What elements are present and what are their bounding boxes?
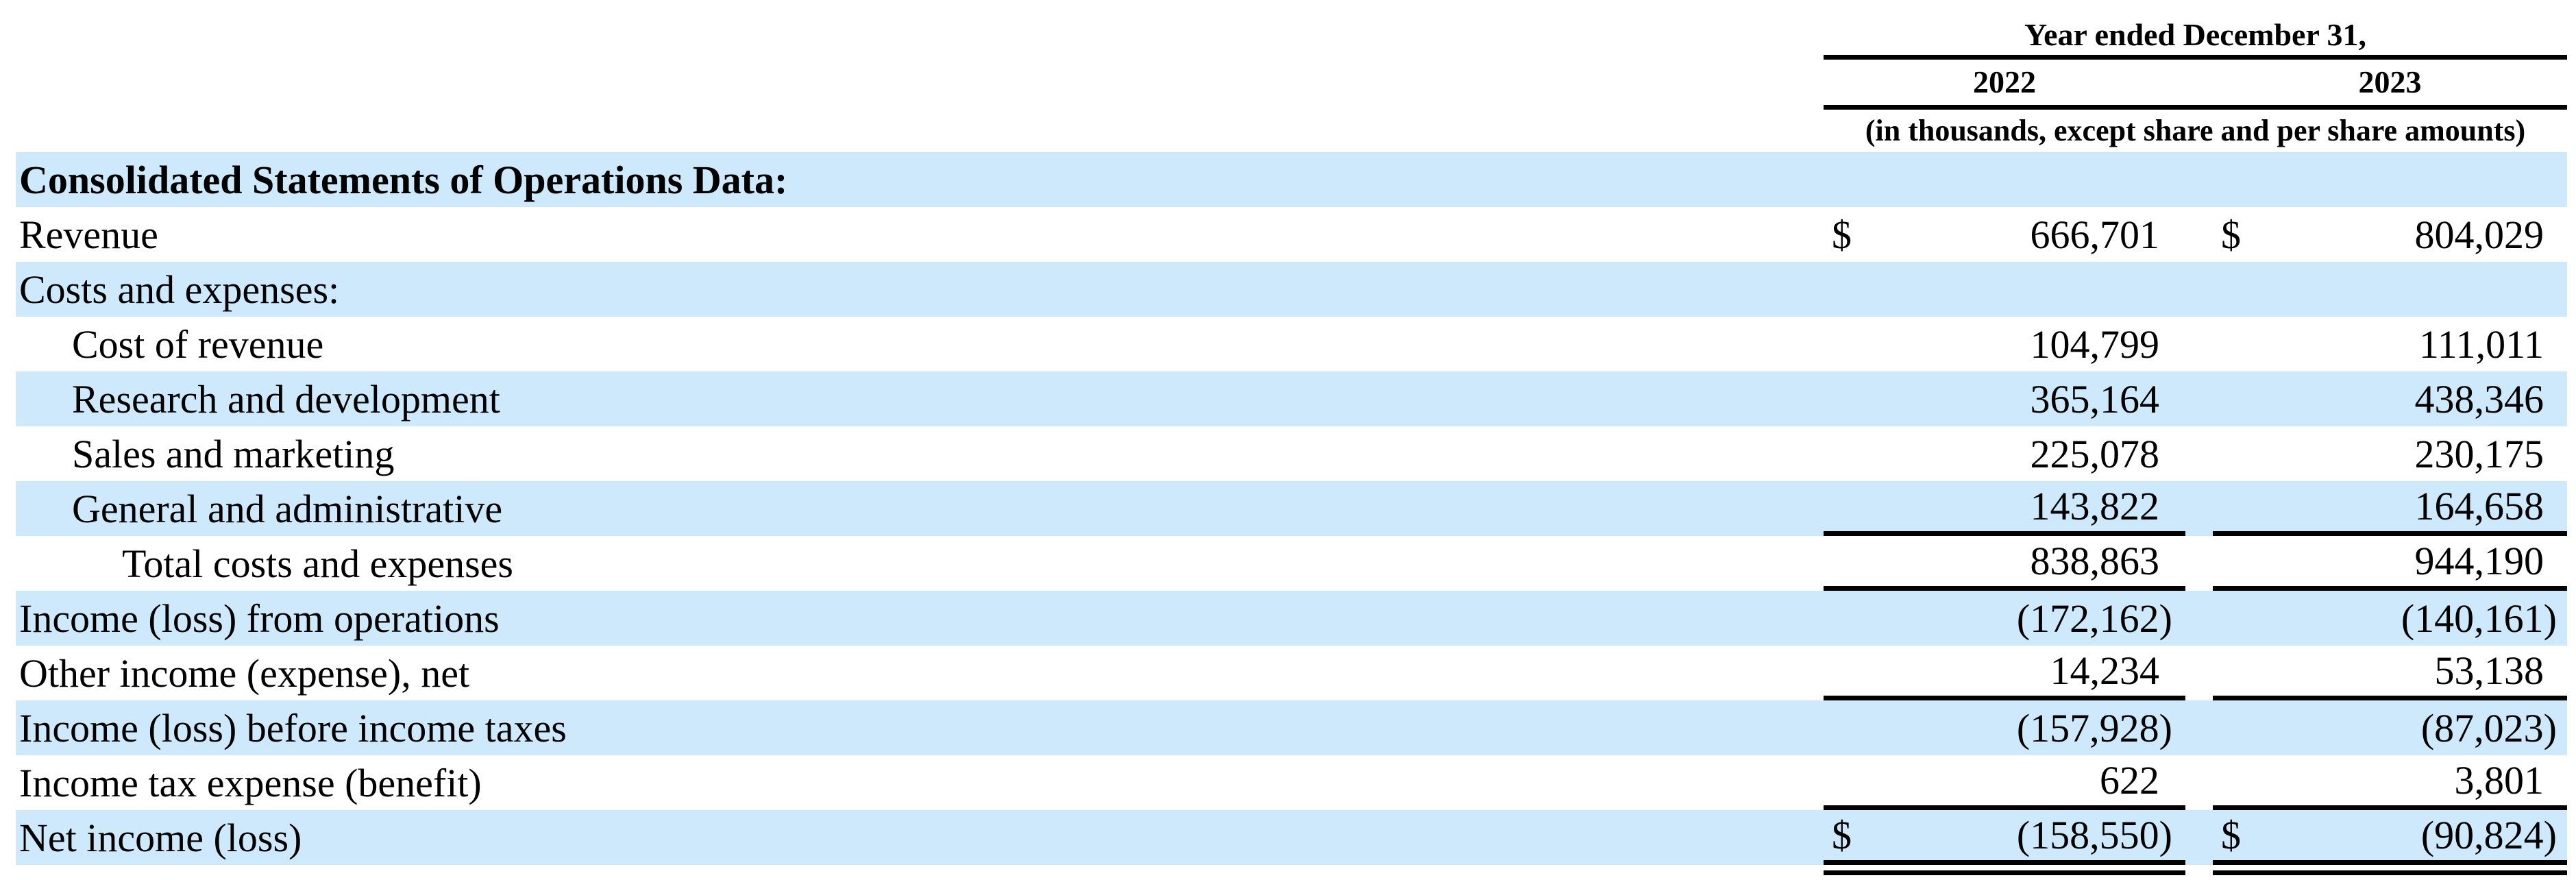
table-row: General and administrative 143,822 164,6… [16,481,2567,536]
dollar-sign: $ [1832,212,1852,257]
column-gap [2185,646,2213,700]
value-2022: 14,234 [1824,646,2185,700]
table-row: Revenue $666,701 $804,029 [16,207,2567,262]
underline-segment-2022 [1824,865,2185,875]
value-2023: (140,161) [2401,596,2557,641]
value-2023: 111,011 [2418,321,2544,367]
column-gap [2185,371,2213,426]
column-gap [2185,481,2213,536]
value-2022: 365,164 [2030,376,2160,421]
value-2022: (157,928) [2016,705,2172,750]
value-2022: $ (158,550) [1824,810,2185,865]
value-2023: 53,138 [2213,646,2567,700]
table-row: Net income (loss) $ (158,550) $ (90,824) [16,810,2567,865]
value-2023: 944,190 [2213,536,2567,591]
column-header-2023: 2023 [2358,64,2422,99]
row-label: Income tax expense (benefit) [19,760,482,805]
table-row: Income tax expense (benefit) 622 3,801 [16,755,2567,810]
dollar-sign: $ [2221,212,2241,257]
table-row: Income (loss) before income taxes (157,9… [16,700,2567,755]
column-gap [2185,60,2213,105]
value-2023: $804,029 [2213,207,2567,262]
value-2022 [1824,262,2185,317]
column-gap [2185,536,2213,591]
value-2023 [2213,152,2567,207]
column-gap [2185,317,2213,371]
row-label: Income (loss) before income taxes [19,705,567,750]
value-2023: 230,175 [2414,431,2544,476]
value-2022: 838,863 [1824,536,2185,591]
column-gap [2185,700,2213,755]
table-row: Total costs and expenses 838,863 944,190 [16,536,2567,591]
row-label: Revenue [19,212,158,257]
value-2022: 225,078 [2030,431,2160,476]
operations-data-table: Year ended December 31, 2022 2023 (in th… [16,0,2567,875]
row-label: Cost of revenue [72,321,324,367]
table-row: Cost of revenue 104,799 111,011 [16,317,2567,371]
header-rule-bottom [1824,105,2567,110]
period-header: Year ended December 31, [2024,17,2367,52]
row-label: Net income (loss) [19,815,302,860]
row-label: General and administrative [72,486,503,531]
table-row: Consolidated Statements of Operations Da… [16,152,2567,207]
dollar-sign: $ [1832,813,1852,857]
value-2022: 104,799 [2030,321,2160,367]
value-2022 [1824,152,2185,207]
underline-segment-2023 [2213,865,2567,875]
value-2023: $ (90,824) [2213,810,2567,865]
year-columns: 2022 2023 [1824,60,2567,105]
column-gap [2185,591,2213,646]
dollar-sign: $ [2221,813,2241,857]
table-row: Income (loss) from operations (172,162) … [16,591,2567,646]
column-gap [2185,755,2213,810]
table-row: Sales and marketing 225,078 230,175 [16,426,2567,481]
row-label: Income (loss) from operations [19,596,500,641]
table-row: Research and development 365,164 438,346 [16,371,2567,426]
row-label: Research and development [72,376,500,421]
value-2023: 164,658 [2213,481,2567,536]
table-row: Other income (expense), net 14,234 53,13… [16,646,2567,700]
value-2023: 438,346 [2414,376,2544,421]
row-label: Total costs and expenses [122,541,513,586]
column-gap [2185,810,2213,865]
value-2023 [2213,262,2567,317]
row-label: Other income (expense), net [19,650,470,696]
value-2023: 3,801 [2213,755,2567,810]
value-2022: 622 [1824,755,2185,810]
row-label: Sales and marketing [72,431,395,476]
header-rule-top [1824,55,2567,60]
column-gap [2185,152,2213,207]
column-gap [2185,426,2213,481]
units-note: (in thousands, except share and per shar… [1865,114,2526,147]
value-2022: (172,162) [2016,596,2172,641]
table-row: Costs and expenses: [16,262,2567,317]
double-underline [16,865,2567,875]
column-header-2022: 2022 [1973,64,2036,99]
column-gap [2185,207,2213,262]
value-2022: $666,701 [1824,207,2185,262]
value-2022: 143,822 [1824,481,2185,536]
column-gap [2185,262,2213,317]
row-label: Costs and expenses: [19,267,340,312]
section-heading: Consolidated Statements of Operations Da… [19,157,788,202]
table-header: Year ended December 31, 2022 2023 (in th… [16,0,2567,152]
value-2023: (87,023) [2420,705,2557,750]
